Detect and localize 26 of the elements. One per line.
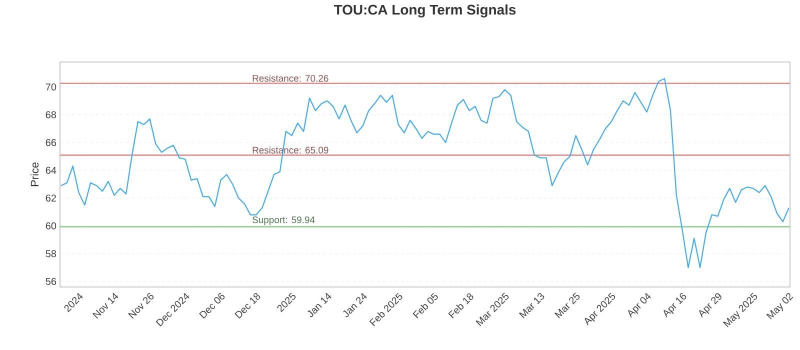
y-tick-label: 70 (46, 83, 56, 91)
x-tick-label: Apr 04 (628, 292, 651, 318)
y-tick-label: 68 (46, 111, 56, 118)
x-tick-label: Nov 14 (92, 292, 118, 319)
x-tick-label: Mar 13 (519, 293, 544, 318)
y-tick-label: 60 (46, 222, 56, 230)
y-tick-label: 66 (46, 139, 56, 146)
x-tick-label: May 02 (766, 293, 794, 320)
x-tick-label: Mar 25 (554, 292, 580, 318)
y-tick-label: 56 (46, 278, 56, 285)
x-tick-label: Dec 06 (199, 293, 225, 319)
x-tick-label: Jan 14 (308, 292, 332, 318)
y-tick-label: 62 (46, 194, 56, 202)
x-tick-label: Feb 05 (412, 292, 438, 318)
x-tick-label: Feb 18 (448, 293, 474, 318)
x-tick-label: Apr 16 (664, 293, 686, 318)
x-tick-label: Jan 24 (343, 292, 367, 318)
ref-line-label: Resistance: 70.26 (252, 74, 328, 82)
y-tick-label: 58 (46, 250, 56, 258)
chart-title: TOU:CA Long Term Signals (334, 4, 516, 18)
y-axis-title: Price (30, 162, 39, 186)
x-tick-label: Nov 26 (128, 293, 154, 319)
x-tick-label: Apr 29 (699, 293, 722, 318)
y-tick-label: 64 (46, 166, 56, 174)
x-tick-label: Dec 18 (234, 293, 260, 319)
ref-line-label: Support: 59.94 (252, 216, 315, 226)
